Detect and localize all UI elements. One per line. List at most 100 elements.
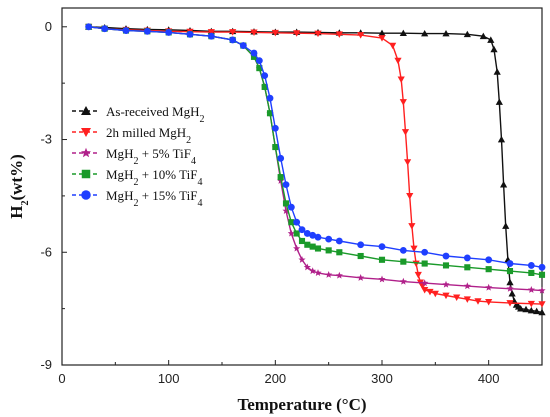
data-point: [506, 260, 514, 267]
data-point: [272, 143, 279, 151]
data-point: [165, 29, 173, 36]
y-tick-label: -3: [40, 132, 52, 147]
data-point: [81, 106, 91, 115]
legend-label: 2h milled MgH2: [106, 125, 191, 146]
legend-label: As-received MgH2: [106, 104, 205, 125]
data-point: [463, 254, 471, 262]
data-point: [85, 23, 93, 31]
series-line: [88, 26, 543, 305]
data-point: [421, 29, 429, 37]
data-point: [357, 241, 365, 249]
data-point: [314, 269, 322, 276]
series: [85, 23, 546, 308]
data-point: [336, 249, 343, 256]
data-point: [304, 241, 311, 248]
data-point: [421, 286, 429, 294]
data-point: [314, 245, 322, 252]
data-point: [256, 65, 263, 72]
data-point: [399, 277, 407, 285]
data-point: [325, 235, 333, 243]
series-layer: [85, 23, 546, 316]
data-point: [81, 128, 91, 137]
data-point: [282, 181, 290, 189]
data-point: [453, 294, 461, 301]
data-point: [277, 174, 284, 181]
y-axis-title: H2(wt%): [7, 154, 31, 219]
data-point: [143, 27, 151, 35]
data-point: [207, 32, 215, 40]
data-point: [408, 223, 416, 230]
data-point: [357, 274, 365, 281]
data-point: [271, 124, 279, 132]
y-tick-label: -6: [40, 244, 52, 259]
data-point: [250, 49, 258, 57]
data-point: [527, 261, 535, 269]
data-point: [303, 230, 311, 237]
x-tick-label: 400: [478, 371, 500, 386]
data-point: [335, 271, 343, 279]
data-point: [421, 248, 429, 256]
legend-label: MgH2 + 15% TiF4: [106, 188, 202, 209]
x-tick-label: 300: [371, 371, 393, 386]
data-point: [266, 110, 274, 117]
data-point: [325, 271, 333, 278]
data-point: [527, 300, 535, 308]
data-point: [309, 267, 317, 275]
data-point: [250, 29, 258, 37]
data-point: [81, 147, 91, 158]
x-tick-label: 200: [264, 371, 286, 386]
data-point: [309, 243, 316, 250]
data-point: [506, 284, 514, 292]
data-point: [410, 245, 418, 253]
data-point: [277, 177, 285, 184]
data-point: [527, 306, 535, 314]
data-point: [293, 30, 301, 37]
data-point: [378, 275, 386, 283]
data-point: [401, 129, 410, 136]
data-point: [314, 30, 322, 38]
data-point: [81, 190, 91, 200]
series-line: [88, 26, 543, 268]
data-point: [479, 32, 487, 40]
data-point: [335, 237, 343, 245]
data-point: [298, 226, 306, 234]
series: [85, 23, 546, 271]
data-point: [463, 296, 471, 303]
data-point: [442, 29, 450, 37]
data-point: [485, 266, 492, 273]
data-point: [414, 271, 422, 279]
data-point: [309, 231, 317, 239]
data-point: [485, 283, 493, 291]
data-point: [463, 282, 471, 290]
data-point: [528, 269, 535, 276]
data-point: [485, 298, 493, 306]
data-point: [442, 292, 450, 300]
data-point: [493, 68, 501, 75]
data-point: [508, 290, 516, 297]
legend-entry: 2h milled MgH2: [72, 125, 191, 146]
data-point: [229, 36, 237, 44]
data-point: [293, 218, 301, 226]
data-point: [517, 305, 525, 312]
data-point: [406, 193, 414, 200]
data-point: [490, 45, 498, 53]
data-point: [506, 278, 514, 286]
legend-entry: MgH2 + 5% TiF4: [72, 146, 196, 167]
data-point: [122, 27, 130, 34]
data-point: [400, 258, 407, 265]
data-point: [399, 246, 407, 254]
data-point: [533, 307, 541, 315]
data-point: [255, 57, 263, 65]
legend-entry: MgH2 + 10% TiF4: [72, 167, 202, 188]
data-point: [497, 135, 506, 143]
data-point: [463, 30, 471, 38]
data-point: [522, 305, 530, 313]
legend-entry: As-received MgH2: [72, 104, 205, 125]
plot-frame: [61, 7, 543, 366]
data-point: [464, 264, 471, 271]
data-point: [431, 290, 439, 298]
data-point: [442, 280, 450, 288]
data-point: [261, 72, 269, 80]
plot-border: [61, 7, 543, 366]
